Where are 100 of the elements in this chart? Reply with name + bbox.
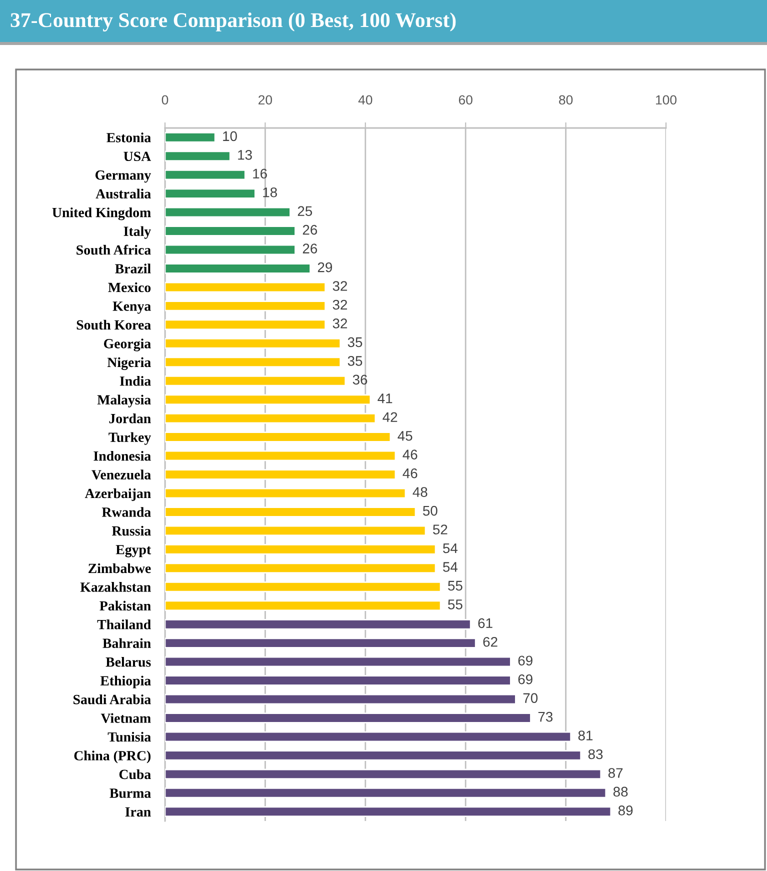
y-tick-label: Mexico xyxy=(108,282,151,292)
y-tick-label: Georgia xyxy=(104,338,151,352)
bar xyxy=(165,618,472,630)
bar xyxy=(165,206,291,218)
bar xyxy=(165,450,396,462)
bar xyxy=(165,412,376,424)
bar xyxy=(165,300,326,312)
bar xyxy=(165,600,442,611)
y-tick-label: Burma xyxy=(110,788,151,798)
y-tick-label: Brazil xyxy=(115,264,151,274)
bar xyxy=(165,656,512,668)
data-label: 46 xyxy=(402,468,418,478)
data-label: 87 xyxy=(608,768,623,778)
bar xyxy=(165,282,326,293)
data-label: 70 xyxy=(523,693,538,703)
x-tick-label: 20 xyxy=(258,95,272,105)
bar xyxy=(165,319,326,330)
y-tick-label: Cuba xyxy=(119,769,151,780)
y-tick-label: Germany xyxy=(95,170,151,183)
bar xyxy=(165,712,532,724)
data-label: 46 xyxy=(402,450,418,460)
data-label: 55 xyxy=(448,580,462,591)
y-tick-label: Indonesia xyxy=(94,450,151,461)
data-label: 50 xyxy=(423,506,438,516)
y-tick-label: Ethiopia xyxy=(100,676,151,688)
y-tick-label: Estonia xyxy=(106,132,151,142)
x-tick-label: 0 xyxy=(162,95,168,105)
y-tick-label: Belarus xyxy=(106,656,151,667)
x-tick-label: 100 xyxy=(656,95,676,105)
y-tick-label: India xyxy=(120,376,151,386)
bar xyxy=(165,150,231,162)
bar xyxy=(165,338,342,349)
bar xyxy=(165,188,256,199)
data-label: 55 xyxy=(448,600,462,610)
bar xyxy=(165,263,311,274)
data-label: 81 xyxy=(578,730,593,740)
y-tick-label: Zimbabwe xyxy=(88,563,151,574)
y-tick-label: Pakistan xyxy=(100,600,151,611)
data-label: 35 xyxy=(348,356,362,366)
y-tick-label: Vietnam xyxy=(100,713,151,724)
data-label: 41 xyxy=(378,394,392,404)
bar xyxy=(165,562,436,574)
x-tick-label: 60 xyxy=(458,95,472,105)
y-tick-label: Jordan xyxy=(109,413,151,424)
bar xyxy=(165,675,512,686)
bar xyxy=(165,375,346,386)
bar xyxy=(165,394,372,405)
y-tick-label: Kenya xyxy=(112,302,151,314)
bar xyxy=(165,169,246,180)
data-label: 54 xyxy=(443,562,458,572)
data-label: 10 xyxy=(223,131,237,142)
bar xyxy=(165,226,296,236)
bar xyxy=(165,750,582,761)
data-label: 32 xyxy=(332,300,348,310)
y-tick-label: Saudi Arabia xyxy=(74,694,151,704)
y-tick-label: USA xyxy=(124,152,152,162)
data-label: 16 xyxy=(253,168,267,179)
y-tick-label: Thailand xyxy=(97,620,151,630)
y-tick-label: Malaysia xyxy=(97,394,151,408)
y-tick-label: China (PRC) xyxy=(74,750,151,764)
y-tick-label: Tunisia xyxy=(108,732,151,742)
y-tick-label: Rwanda xyxy=(102,507,151,517)
data-label: 45 xyxy=(398,431,412,441)
y-tick-label: Nigeria xyxy=(107,357,151,370)
bar xyxy=(165,731,572,742)
y-tick-label: South Korea xyxy=(76,320,151,330)
data-label: 42 xyxy=(382,412,398,422)
data-label: 25 xyxy=(298,206,312,216)
bar xyxy=(165,694,516,705)
data-label: 83 xyxy=(588,749,603,760)
x-tick-label: 40 xyxy=(358,95,372,105)
bar xyxy=(165,469,396,480)
bar xyxy=(165,806,612,818)
bar xyxy=(165,525,426,536)
y-tick-label: Turkey xyxy=(108,432,151,445)
y-tick-label: Iran xyxy=(125,807,151,817)
data-label: 29 xyxy=(318,262,332,272)
y-tick-label: Italy xyxy=(124,226,151,239)
y-tick-label: Bahrain xyxy=(102,638,151,648)
bar xyxy=(165,788,607,798)
data-label: 32 xyxy=(332,318,348,328)
data-label: 32 xyxy=(332,281,348,291)
data-label: 13 xyxy=(238,150,252,160)
data-label: 73 xyxy=(538,712,553,722)
data-label: 26 xyxy=(302,244,318,254)
y-tick-label: Russia xyxy=(112,526,151,536)
bar xyxy=(165,244,296,256)
y-tick-label: Egypt xyxy=(116,545,152,558)
data-label: 35 xyxy=(348,337,362,348)
data-label: 52 xyxy=(433,524,448,534)
x-tick-label: 80 xyxy=(559,95,573,105)
bar xyxy=(165,582,442,592)
y-tick-label: Kazakhstan xyxy=(80,582,151,592)
data-label: 62 xyxy=(483,636,498,647)
data-label: 61 xyxy=(478,618,492,628)
data-label: 88 xyxy=(613,786,628,797)
data-label: 48 xyxy=(412,487,428,497)
data-label: 69 xyxy=(518,656,532,666)
data-label: 26 xyxy=(302,224,318,235)
y-tick-label: Australia xyxy=(96,188,151,199)
